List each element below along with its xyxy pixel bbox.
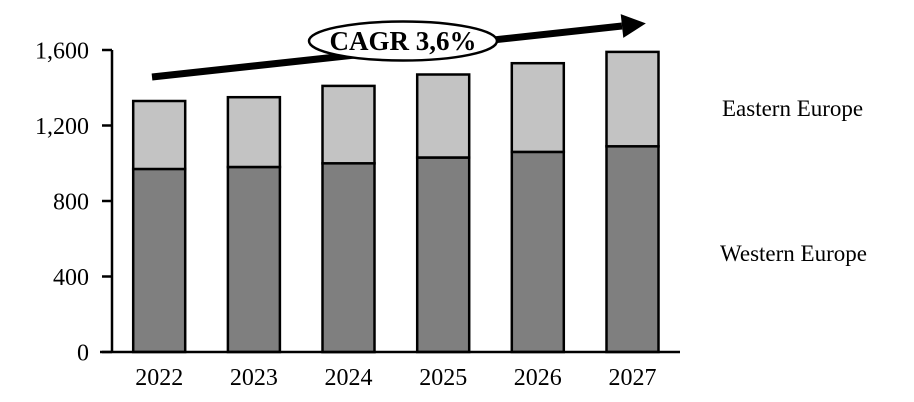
bar-segment-eastern-europe-2026 <box>510 61 566 154</box>
bar-segment-eastern-europe-2027 <box>605 50 660 148</box>
bar-segment-western-europe-2022 <box>131 167 187 354</box>
bar-segment-eastern-europe-2022 <box>131 99 187 171</box>
series-labels: Eastern Europe Western Europe <box>720 96 867 266</box>
bar-segment-eastern-europe-2025 <box>415 73 471 159</box>
y-tick-label-0: 0 <box>77 341 89 367</box>
bar-segment-western-europe-2023 <box>226 165 282 354</box>
cagr-label: CAGR 3,6% <box>330 26 477 56</box>
trend-annotation: CAGR 3,6% <box>151 14 646 81</box>
x-axis-label-2026: 2026 <box>514 365 562 391</box>
x-axis-label-2027: 2027 <box>609 365 657 391</box>
y-axis-ticks: 0 400 800 1,200 1,600 <box>35 39 112 367</box>
bar-segment-eastern-europe-2023 <box>226 95 282 169</box>
x-axis-labels: 2022 2023 2024 2025 2026 2027 <box>135 365 656 391</box>
series-label-western-europe: Western Europe <box>720 241 867 266</box>
bar-segment-western-europe-2025 <box>415 156 471 354</box>
bar-segment-eastern-europe-2024 <box>321 84 376 165</box>
cagr-ellipse <box>307 20 499 62</box>
x-axis-label-2025: 2025 <box>419 365 467 391</box>
bar-segment-western-europe-2024 <box>321 162 376 354</box>
series-label-eastern-europe: Eastern Europe <box>722 96 863 121</box>
x-axis-label-2024: 2024 <box>325 365 373 391</box>
y-tick-label-1200: 1,200 <box>35 114 89 140</box>
y-tick-label-800: 800 <box>53 190 89 216</box>
bar-segment-western-europe-2027 <box>605 145 660 354</box>
x-axis-label-2022: 2022 <box>135 365 183 391</box>
x-axis-label-2023: 2023 <box>230 365 278 391</box>
bars-group <box>131 50 660 354</box>
y-tick-label-400: 400 <box>53 265 89 291</box>
y-tick-label-1600: 1,600 <box>35 39 89 65</box>
bar-segment-western-europe-2026 <box>510 150 566 354</box>
